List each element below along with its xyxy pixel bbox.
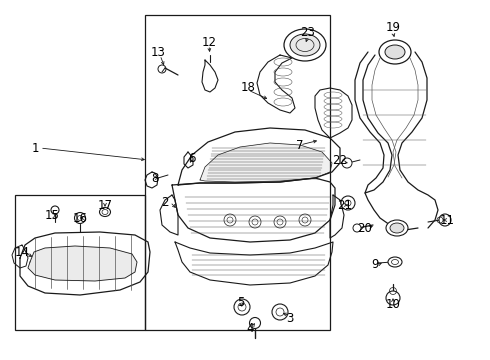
Text: 20: 20 [358, 221, 372, 234]
Text: 4: 4 [246, 321, 254, 334]
Polygon shape [12, 245, 28, 268]
Text: 15: 15 [45, 208, 59, 221]
Polygon shape [202, 60, 218, 92]
Text: 9: 9 [371, 258, 379, 271]
Ellipse shape [390, 223, 404, 233]
Text: 22: 22 [333, 153, 347, 166]
Circle shape [439, 214, 451, 226]
Ellipse shape [290, 34, 320, 56]
Text: 3: 3 [286, 311, 294, 324]
Polygon shape [172, 178, 335, 242]
Text: 13: 13 [150, 45, 166, 59]
Text: 17: 17 [98, 198, 113, 212]
Polygon shape [257, 55, 295, 113]
Circle shape [74, 212, 85, 224]
Text: 8: 8 [151, 171, 159, 185]
Ellipse shape [385, 45, 405, 59]
Bar [145, 15, 330, 330]
Text: 1: 1 [31, 141, 39, 154]
Text: 14: 14 [15, 247, 29, 260]
Polygon shape [200, 143, 332, 182]
Polygon shape [145, 172, 158, 188]
Polygon shape [330, 195, 344, 238]
Polygon shape [315, 88, 352, 138]
Polygon shape [184, 152, 193, 168]
Circle shape [51, 206, 59, 214]
Text: 12: 12 [201, 36, 217, 49]
Circle shape [272, 304, 288, 320]
Circle shape [249, 318, 261, 328]
Polygon shape [28, 246, 137, 281]
Circle shape [234, 299, 250, 315]
Text: 10: 10 [386, 298, 400, 311]
Polygon shape [160, 195, 178, 235]
Text: 19: 19 [386, 21, 400, 33]
Text: 16: 16 [73, 212, 88, 225]
Text: 23: 23 [300, 26, 316, 39]
Text: 18: 18 [241, 81, 255, 94]
Polygon shape [175, 242, 333, 285]
Text: 5: 5 [237, 296, 245, 309]
Ellipse shape [284, 29, 326, 61]
Ellipse shape [99, 207, 111, 216]
Bar [15, 195, 145, 330]
Ellipse shape [386, 220, 408, 236]
Text: 2: 2 [161, 195, 169, 208]
Circle shape [353, 224, 361, 232]
Text: 7: 7 [296, 139, 304, 152]
Text: 11: 11 [440, 213, 455, 226]
Circle shape [386, 291, 400, 305]
Polygon shape [178, 128, 340, 185]
Text: 21: 21 [338, 198, 352, 212]
Circle shape [342, 158, 352, 168]
Text: 6: 6 [188, 152, 196, 165]
Polygon shape [20, 232, 150, 295]
Ellipse shape [379, 40, 411, 64]
Ellipse shape [388, 257, 402, 267]
Circle shape [341, 196, 355, 210]
